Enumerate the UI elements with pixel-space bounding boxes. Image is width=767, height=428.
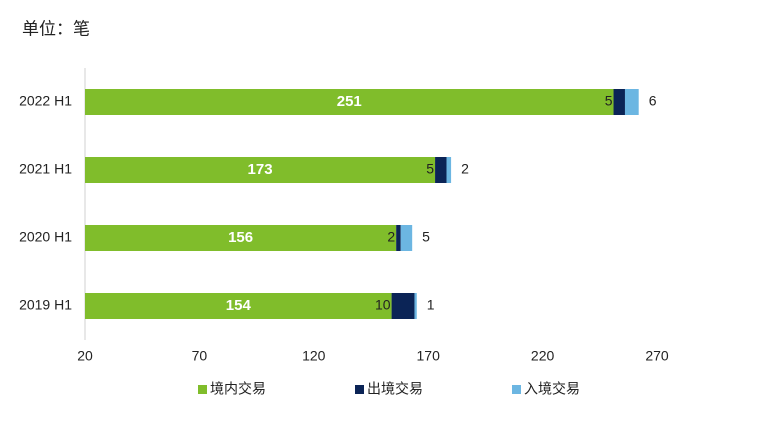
data-label: 10 [375, 297, 391, 313]
x-tick-label: 70 [192, 348, 208, 364]
legend-label: 入境交易 [524, 381, 580, 397]
bar-segment [85, 157, 436, 183]
data-label: 2 [387, 229, 395, 245]
data-label: 156 [228, 229, 253, 246]
data-label: 5 [426, 161, 434, 177]
bar-segment [624, 89, 639, 115]
data-label: 6 [649, 93, 657, 109]
x-tick-label: 220 [531, 348, 555, 364]
y-tick-label: 2022 H1 [19, 93, 72, 109]
legend-swatch [512, 385, 521, 394]
legend-label: 出境交易 [367, 381, 423, 397]
x-tick-label: 120 [302, 348, 326, 364]
y-tick-label: 2019 H1 [19, 297, 72, 313]
bar-segment [435, 157, 447, 183]
bar-segment [85, 293, 392, 319]
data-label: 5 [422, 229, 430, 245]
legend-swatch [198, 385, 207, 394]
bar-segment [400, 225, 413, 251]
bar-segment [85, 89, 614, 115]
bar-segment [414, 293, 417, 319]
x-tick-label: 270 [645, 348, 669, 364]
bar-segment [446, 157, 452, 183]
x-tick-label: 170 [417, 348, 441, 364]
bar-segment [396, 225, 401, 251]
legend-label: 境内交易 [210, 381, 266, 397]
x-tick-label: 20 [77, 348, 93, 364]
bar-segment [85, 225, 397, 251]
bar-segment [613, 89, 625, 115]
y-tick-label: 2020 H1 [19, 229, 72, 245]
data-label: 1 [427, 297, 435, 313]
data-label: 173 [248, 161, 273, 178]
data-label: 5 [605, 93, 613, 109]
chart-title: 单位：笔 [22, 19, 90, 38]
data-label: 2 [461, 161, 469, 177]
data-label: 251 [337, 93, 362, 110]
data-label: 154 [226, 297, 252, 314]
y-tick-label: 2021 H1 [19, 161, 72, 177]
bar-segment [391, 293, 415, 319]
legend-swatch [355, 385, 364, 394]
